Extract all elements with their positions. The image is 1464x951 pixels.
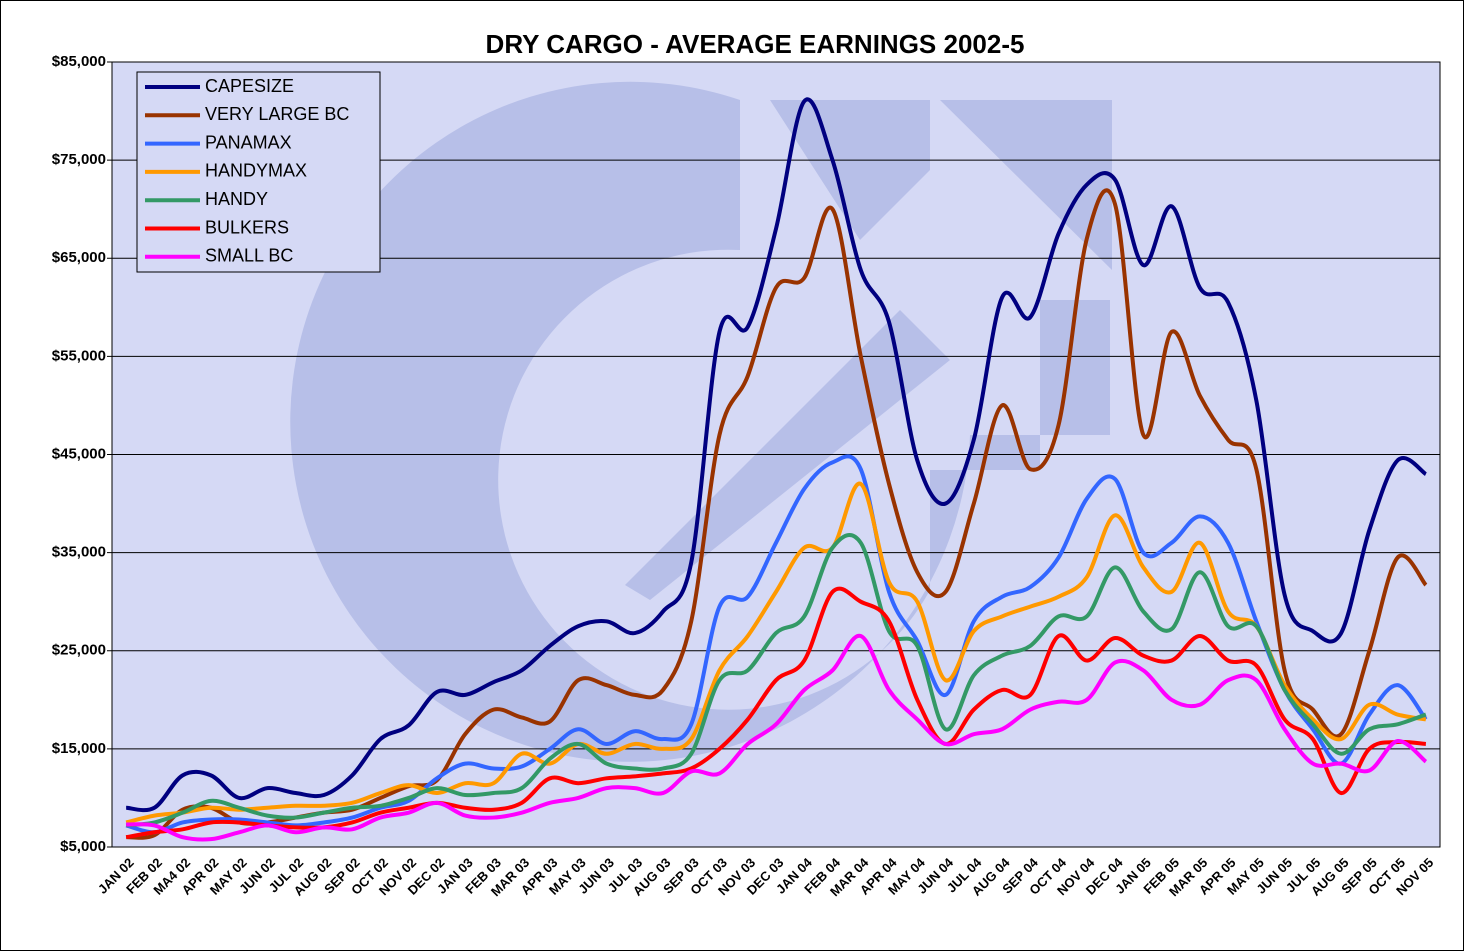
y-tick-label: $25,000 bbox=[52, 642, 106, 659]
logo-watermark bbox=[625, 100, 1112, 600]
y-tick-label: $55,000 bbox=[52, 347, 106, 364]
series-line bbox=[126, 634, 1428, 842]
legend-label: HANDYMAX bbox=[205, 161, 307, 181]
legend-label: BULKERS bbox=[205, 217, 289, 237]
series-line bbox=[125, 481, 1427, 825]
series-line bbox=[125, 97, 1428, 813]
series-line bbox=[125, 533, 1427, 828]
series-line bbox=[125, 188, 1428, 840]
chart-title: DRY CARGO - AVERAGE EARNINGS 2002-5 bbox=[486, 29, 1025, 59]
legend-label: SMALL BC bbox=[205, 246, 293, 266]
y-tick-label: $45,000 bbox=[52, 445, 106, 462]
y-tick-label: $65,000 bbox=[52, 249, 106, 266]
legend-label: VERY LARGE BC bbox=[205, 104, 349, 124]
y-tick-label: $5,000 bbox=[60, 838, 106, 855]
legend-label: HANDY bbox=[205, 189, 268, 209]
y-tick-label: $15,000 bbox=[52, 740, 106, 757]
y-tick-label: $35,000 bbox=[52, 544, 106, 561]
legend-label: PANAMAX bbox=[205, 132, 292, 152]
series-line bbox=[125, 586, 1427, 840]
logo-watermark bbox=[290, 81, 1111, 762]
series-line bbox=[125, 454, 1428, 835]
y-tick-label: $75,000 bbox=[52, 151, 106, 168]
legend-label: CAPESIZE bbox=[205, 76, 294, 96]
y-tick-label: $85,000 bbox=[52, 53, 106, 70]
